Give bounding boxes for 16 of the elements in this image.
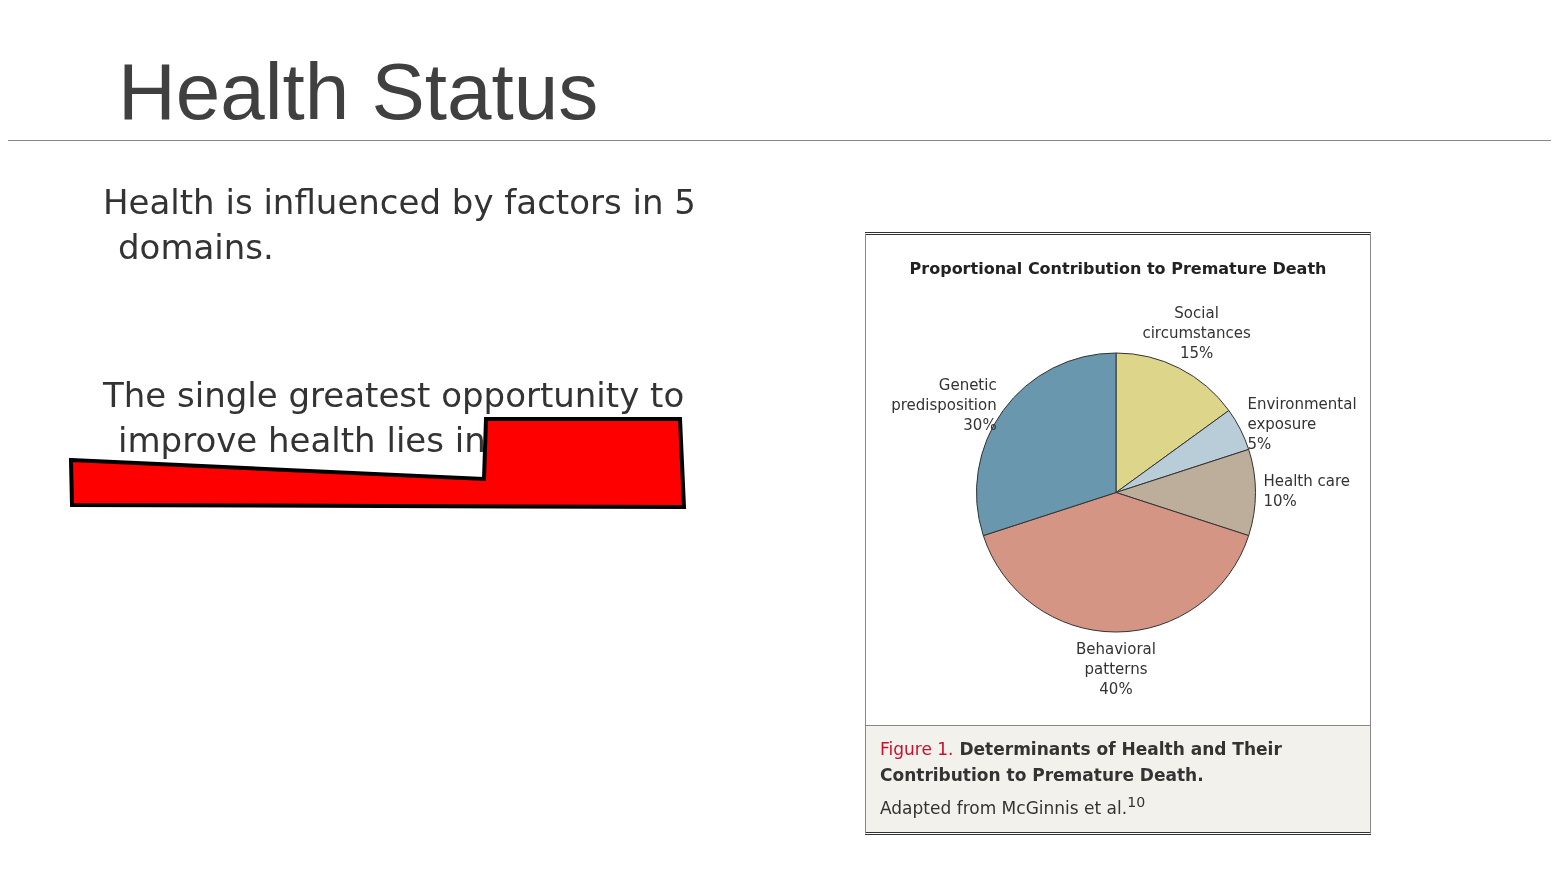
data-label: 40%	[1099, 679, 1133, 698]
data-label: 15%	[1179, 344, 1214, 363]
slice-label: Social circumstances	[1142, 304, 1251, 343]
chart-title: Health Status	[118, 46, 599, 138]
text: Adapted from McGinnis et al.$^{10}$	[880, 794, 1147, 818]
slice-label: Behavioral patterns	[1076, 639, 1156, 678]
text: The single greatest opportunity to improve health lies in	[103, 374, 686, 462]
caption: Figure 1.	[880, 739, 954, 759]
slice-label: Health care	[1263, 472, 1351, 491]
text: Health is influenced by factors in 5 domains.	[103, 181, 697, 269]
data-label: 30%	[963, 415, 997, 434]
data-label: 5%	[1247, 435, 1272, 454]
slice-label: Genetic predisposition	[891, 375, 997, 414]
chart-subtitle: Proportional Contribution to Premature Death	[908, 259, 1328, 278]
slice-label: Environmental exposure	[1247, 395, 1357, 434]
data-label: 10%	[1263, 492, 1297, 511]
